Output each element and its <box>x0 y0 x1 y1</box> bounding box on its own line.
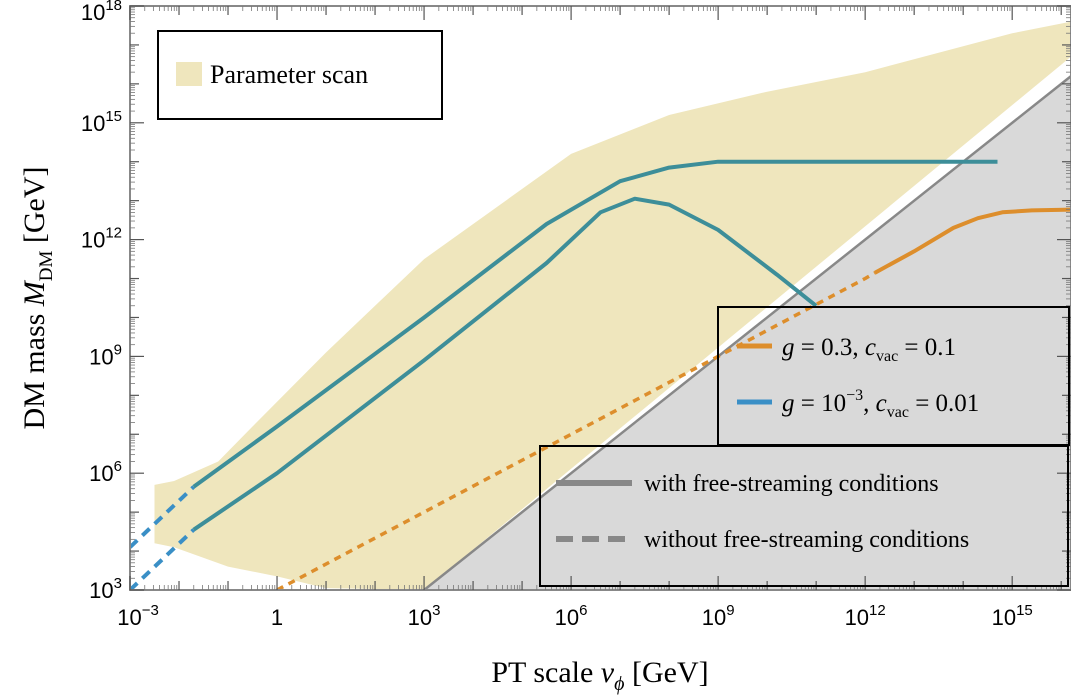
series-layer <box>130 159 1071 590</box>
y-axis-title: DM mass MDM [GeV] <box>18 166 57 429</box>
series-line-0 <box>276 271 876 590</box>
series-line-3 <box>192 159 998 489</box>
y-tick-label: 1012 <box>81 225 122 253</box>
legend-couplings: g = 0.3, cvac = 0.1 g = 10−3, cvac = 0.01 <box>717 306 1070 446</box>
series-line-2 <box>130 485 196 549</box>
legend-scan: Parameter scan <box>157 30 443 120</box>
legend-label-0: g = 0.3, cvac = 0.1 <box>782 334 956 365</box>
major-ticks <box>129 5 1071 591</box>
y-tick-labels: 103 106 109 1012 1015 1018 <box>81 0 122 603</box>
y-tick-label: 1018 <box>81 0 122 25</box>
x-tick-labels: 10−3 1 103 106 109 1012 1015 <box>117 602 1033 630</box>
legend-scan-swatch <box>176 62 202 86</box>
x-tick-label: 103 <box>408 602 441 630</box>
series-line-5 <box>192 196 818 532</box>
minor-ticks <box>130 6 1071 590</box>
x-tick-label: 1015 <box>992 602 1033 630</box>
series-line-1 <box>874 207 1071 275</box>
y-tick-label: 109 <box>89 341 122 369</box>
x-tick-label: 109 <box>702 602 735 630</box>
x-tick-label: 1012 <box>845 602 886 630</box>
y-tick-label: 103 <box>89 575 122 603</box>
x-tick-label: 10−3 <box>117 602 159 630</box>
legend-style-label-0: with free-streaming conditions <box>644 471 939 497</box>
legend-line-styles: with free-streaming conditions without fr… <box>539 445 1069 587</box>
legend-label-1: g = 10−3, cvac = 0.01 <box>782 387 979 421</box>
x-tick-label: 106 <box>555 602 588 630</box>
series-line-4 <box>130 528 196 590</box>
legend-style-label-1: without free-streaming conditions <box>644 527 969 553</box>
y-tick-label: 106 <box>89 458 122 486</box>
y-tick-label: 1015 <box>81 108 122 136</box>
legend-scan-label: Parameter scan <box>210 60 368 89</box>
x-axis-title: PT scale vϕ [GeV] <box>491 656 708 695</box>
x-tick-label: 1 <box>271 605 283 630</box>
